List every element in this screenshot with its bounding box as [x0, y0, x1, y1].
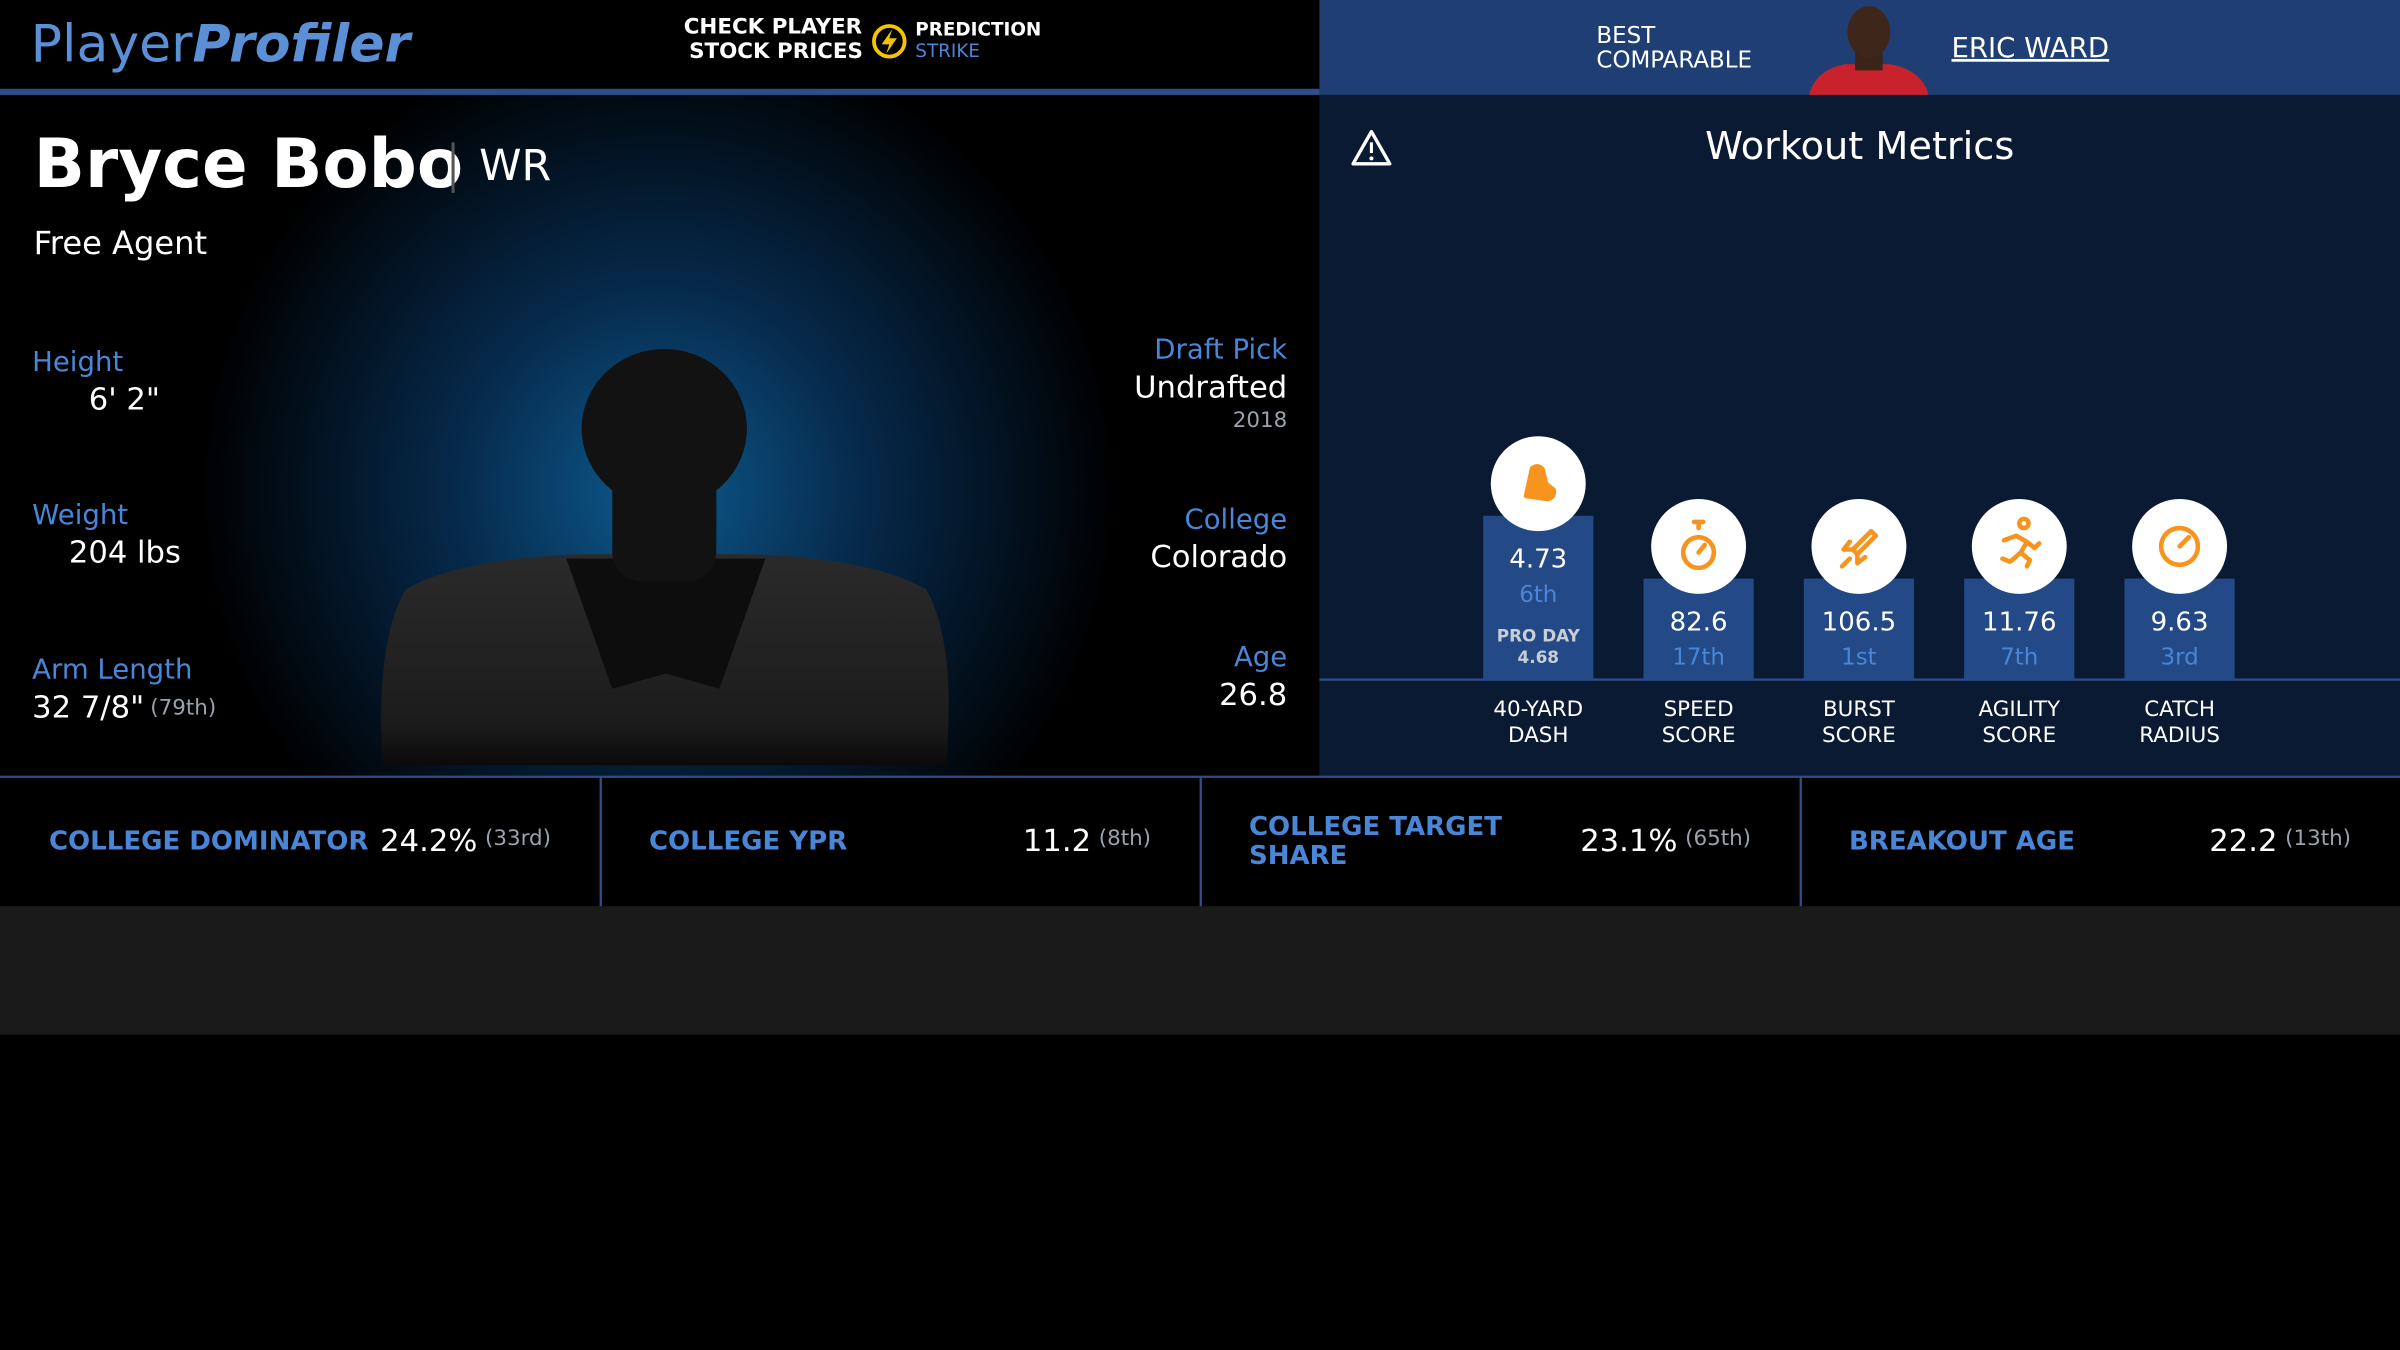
college-stat-value: 11.2: [1023, 823, 1091, 858]
promo-brand[interactable]: STRIKE: [915, 41, 980, 62]
college-stat-label: SHARE: [1249, 841, 1347, 871]
stat-label: Weight: [32, 499, 128, 531]
promo-icon[interactable]: [881, 29, 897, 54]
metric-bar: [1643, 578, 1754, 680]
college-stat-value: 24.2% (33rd): [380, 823, 551, 858]
college-stat-value: 23.1%: [1580, 823, 1677, 858]
player-silhouette: [381, 348, 949, 766]
college-stat-rank: (13th): [2285, 826, 2351, 851]
metric-rank: 6th: [1519, 582, 1557, 608]
comparable-photo[interactable]: [1809, 6, 1929, 95]
college-stat-value: 22.2 (13th): [2209, 823, 2351, 858]
metric-rank: 7th: [2000, 645, 2038, 671]
college-stat-value: 11.2 (8th): [1023, 823, 1151, 858]
metric-label: CATCH: [2144, 697, 2215, 722]
metric-label: SPEED: [1664, 697, 1734, 722]
college-stat-label: COLLEGE TARGET: [1249, 812, 1502, 842]
metric-icon: [1523, 464, 1557, 502]
metric-bar: [2124, 578, 2235, 680]
stat-value: 26.8: [1219, 678, 1287, 713]
metric-value: 4.73: [1509, 545, 1567, 575]
stat-value: 204 lbs: [69, 536, 181, 571]
player-position: WR: [479, 141, 551, 191]
workout-title: Workout Metrics: [1705, 124, 2014, 169]
college-stat-label: COLLEGE YPR: [649, 826, 847, 856]
metric-value: 9.63: [2151, 607, 2209, 637]
promo-icon[interactable]: [872, 24, 907, 59]
metric-value: 11.76: [1982, 607, 2056, 637]
stat-label: Draft Pick: [1154, 334, 1287, 366]
metric-value: 82.6: [1670, 607, 1728, 637]
metric-rank: 17th: [1672, 645, 1725, 671]
stat-label: College: [1184, 503, 1287, 535]
metric-rank: 3rd: [2160, 645, 2198, 671]
metric-label: 40-YARD: [1493, 697, 1583, 722]
empty-strip: [0, 906, 2400, 1035]
stat-value: Colorado: [1150, 540, 1287, 575]
metric-label: AGILITY: [1978, 697, 2060, 722]
metric-icon: [1839, 528, 1879, 569]
promo-text[interactable]: STOCK PRICES: [689, 39, 863, 64]
college-stat-rank: (8th): [1099, 826, 1151, 851]
metric-label: SCORE: [1822, 723, 1896, 748]
metric-label: SCORE: [1982, 723, 2056, 748]
stat-label: Age: [1234, 641, 1287, 673]
metric-bar: [1964, 578, 2075, 680]
metric-label: SCORE: [1662, 723, 1736, 748]
comparable-name[interactable]: ERIC WARD: [1952, 32, 2110, 64]
college-stat-label: COLLEGE DOMINATOR: [49, 826, 368, 856]
player-name: Bryce Bobo: [34, 124, 463, 203]
metric-icon: [1680, 519, 1717, 571]
stat-detail: 2018: [1233, 408, 1287, 433]
metric-icon-bg: [1971, 498, 2067, 594]
college-stat-value: 22.2: [2209, 823, 2277, 858]
metric-icon-bg: [1651, 498, 1747, 594]
metric-bar: [1483, 515, 1594, 680]
stat-value: Undrafted: [1134, 370, 1287, 405]
metric-value: 106.5: [1822, 607, 1896, 637]
college-stat-value: 23.1% (65th): [1580, 823, 1751, 858]
stat-value: 32 7/8" (79th): [32, 690, 216, 725]
metric-icon: [2000, 516, 2042, 569]
metric-label: RADIUS: [2139, 723, 2220, 748]
college-stat-label: BREAKOUT AGE: [1849, 826, 2075, 856]
stat-value: 6' 2": [89, 383, 160, 418]
metric-note: PRO DAY: [1497, 626, 1581, 646]
college-stat-rank: (33rd): [485, 826, 551, 851]
metric-rank: 1st: [1841, 645, 1877, 671]
stat-label: Height: [32, 346, 123, 378]
comparable-label: COMPARABLE: [1596, 48, 1752, 74]
metric-label: DASH: [1508, 723, 1568, 748]
metric-icon: [2158, 525, 2201, 568]
college-stat-rank: (65th): [1685, 826, 1751, 851]
metric-bar: [1803, 578, 1915, 680]
logo[interactable]: PlayerProfiler: [31, 14, 414, 74]
metric-label: BURST: [1823, 697, 1896, 722]
stat-label: Arm Length: [32, 653, 192, 685]
college-stat-value: 24.2%: [380, 823, 477, 858]
metric-note-value: 4.68: [1517, 647, 1559, 667]
promo-text[interactable]: CHECK PLAYER: [684, 15, 863, 40]
player-team: Free Agent: [34, 224, 207, 262]
promo-brand[interactable]: PREDICTION: [915, 20, 1041, 41]
warning-icon[interactable]: [1351, 129, 1392, 166]
comparable-label: BEST: [1596, 23, 1656, 49]
header-line: [0, 88, 1320, 95]
